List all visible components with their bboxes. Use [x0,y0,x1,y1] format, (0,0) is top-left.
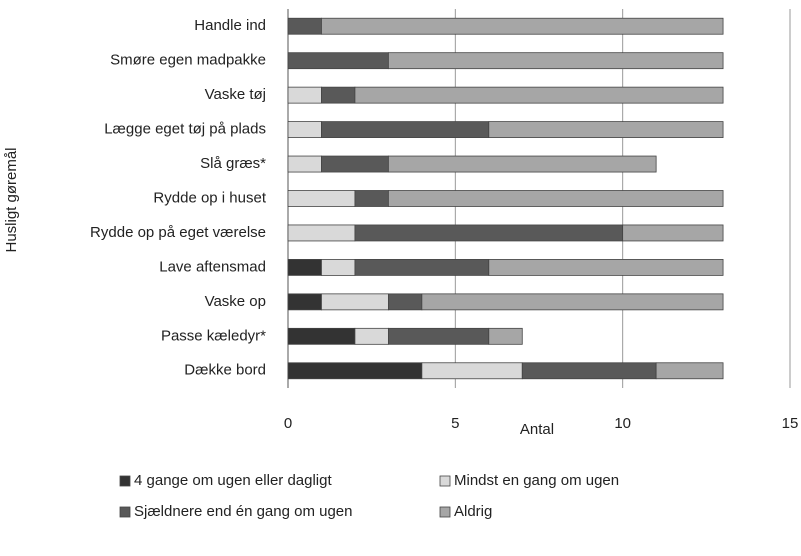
legend-swatch [119,506,131,518]
bar-segment [287,327,356,345]
bar-segment [421,362,523,380]
bar-segment [488,259,724,276]
bar-segment [655,362,724,380]
x-axis-title: Antal [520,421,554,438]
legend-label: Mindst en gang om ugen [454,472,619,489]
y-axis-title: Husligt gøremål [3,147,20,252]
bar-segment [287,17,322,35]
legend-swatch [439,506,451,518]
y-tick-label: Slå græs* [200,155,266,172]
y-tick-label: Rydde op i huset [153,189,266,206]
y-tick-label: Lave aftensmad [159,258,266,275]
bar-segment [387,155,657,173]
y-tick-label: Dække bord [184,362,266,379]
y-tick-label: Vaske op [205,293,266,310]
x-tick-label: 10 [614,415,631,432]
bar-segment [321,86,356,104]
y-tick-label: Smøre egen madpakke [110,52,266,69]
x-tick-label: 0 [284,415,292,432]
bar-segment [622,224,724,242]
bar-segment [488,121,724,138]
bar-segment [287,259,322,276]
y-tick-label: Handle ind [194,17,266,34]
legend-label: Aldrig [454,503,492,520]
x-tick-label: 15 [782,415,799,432]
bar-segment [354,86,724,104]
bar-segment [521,362,657,380]
bar-segment [287,293,322,311]
bar-segment [287,224,356,242]
bar-segment [354,224,624,242]
bar-segment [421,293,724,311]
bar-segment [387,52,724,70]
bar-segment [321,121,490,138]
legend-swatch [119,475,131,487]
legend-swatch [439,475,451,487]
bar-segment [387,190,724,207]
bar-segment [287,121,322,138]
bar-segment [287,52,389,70]
bar-segment [354,327,389,345]
y-tick-label: Vaske tøj [205,86,266,103]
bar-segment [321,293,389,311]
bar-segment [321,155,389,173]
bar-segment [287,86,322,104]
bar-segment [488,327,523,345]
y-tick-label: Rydde op på eget værelse [90,224,266,241]
bar-segment [321,17,724,35]
y-tick-label: Lægge eget tøj på plads [104,121,266,138]
bar-segment [387,327,490,345]
legend-label: Sjældnere end én gang om ugen [134,503,353,520]
bar-segment [287,190,356,207]
bar-segment [287,362,423,380]
bar-segment [321,259,356,276]
bar-segment [354,259,490,276]
bar-segment [354,190,389,207]
legend-label: 4 gange om ugen eller dagligt [134,472,332,489]
bar-segment [287,155,322,173]
x-tick-label: 5 [451,415,459,432]
bar-segment [387,293,423,311]
y-tick-label: Passe kæledyr* [161,327,266,344]
